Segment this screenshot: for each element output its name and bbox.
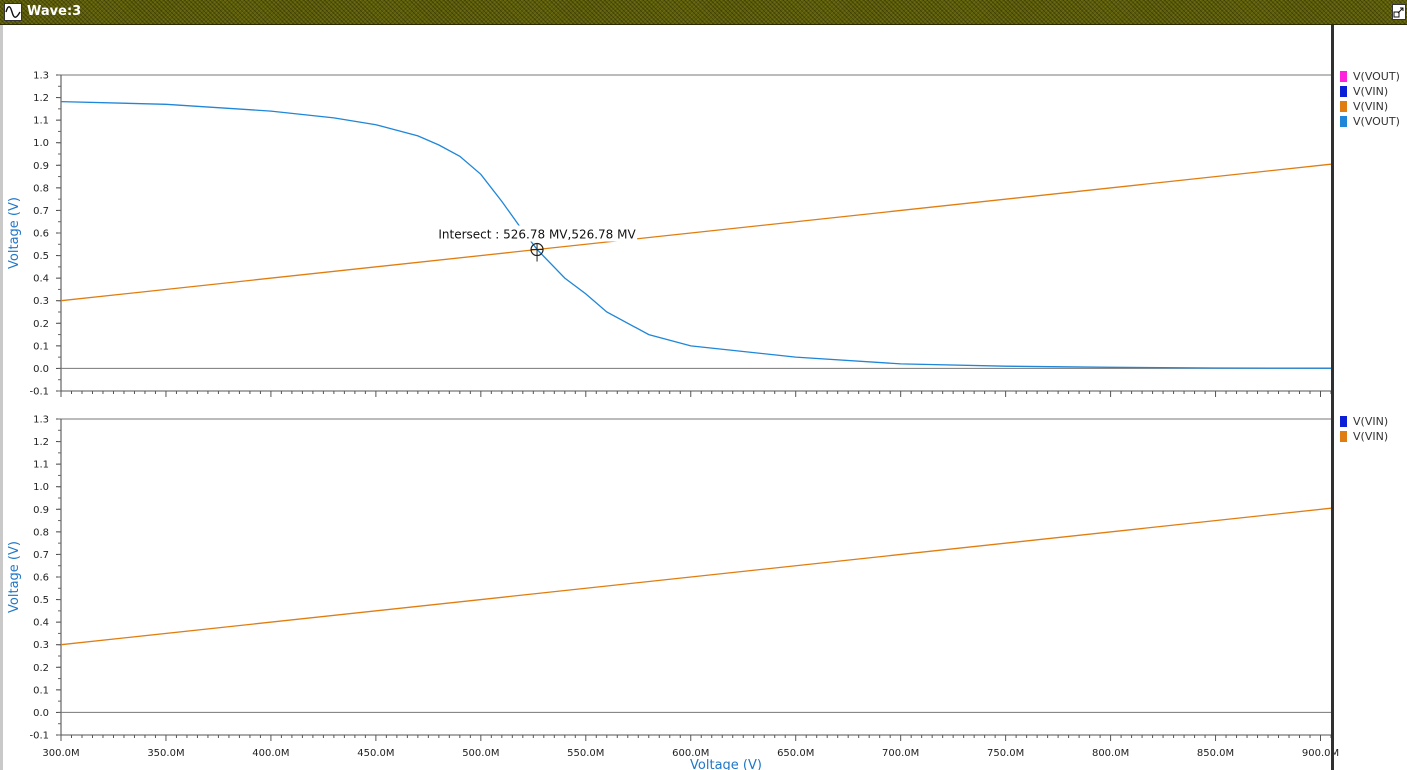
window-left-border [0,25,3,770]
y-tick-label: 0.3 [33,640,49,651]
series-vvout-line [60,100,1332,369]
y-tick-label: 1.3 [33,71,49,82]
y-tick-label: 0.7 [33,206,49,217]
y-tick-label: 0.9 [33,161,49,172]
legend-bottom-item[interactable]: V(VIN) [1340,414,1388,429]
y-tick-label: 1.0 [33,138,49,149]
y-tick-label: 0.5 [33,251,49,262]
legend-splitter[interactable] [1331,25,1334,770]
legend-swatch [1340,416,1347,427]
legend-bottom-item[interactable]: V(VIN) [1340,429,1388,444]
x-tick-label: 450.0M [357,748,394,759]
y-tick-label: 0.7 [33,550,49,561]
maximize-icon[interactable] [1392,4,1406,20]
legend-label: V(VIN) [1353,430,1389,443]
x-tick-label: 550.0M [567,748,604,759]
window-titlebar[interactable]: Wave:3 [0,0,1407,25]
chart-panel-1: -0.1 0.0 0.1 0.2 0.3 0.4 0.5 0.6 0.7 0.8 0.9 1.0 1.1… [7,71,1332,398]
series-vvin-line [60,507,1332,646]
legend-top-item[interactable]: V(VIN) [1340,84,1400,99]
legend-label: V(VIN) [1353,415,1389,428]
legend-top-item[interactable]: V(VOUT) [1340,114,1400,129]
y-tick-label: 0.1 [33,685,49,696]
y-tick-label: 1.0 [33,482,49,493]
annotation-background [437,225,638,242]
chart-panel-2: -0.1 0.0 0.1 0.2 0.3 0.4 0.5 0.6 0.7 0.8 0.9 1.0 1.1… [7,415,1339,770]
waveform-icon [4,3,22,21]
y-tick-label: 0.2 [33,663,49,674]
series-vvin-line [60,163,1332,302]
y-tick-label: 0.9 [33,505,49,516]
x-tick-label: 500.0M [462,748,499,759]
x-tick-label: 700.0M [882,748,919,759]
x-tick-label: 400.0M [252,748,289,759]
y-tick-label: 0.2 [33,319,49,330]
intersect-annotation: Intersect : 526.78 MV,526.78 MV [438,228,636,242]
x-axis-label: Voltage (V) [690,758,762,770]
window-title: Wave:3 [27,4,82,19]
legend-label: V(VIN) [1353,85,1389,98]
legend-label: V(VOUT) [1353,70,1400,83]
legend-bottom-panel: V(VIN) V(VIN) [1340,414,1388,444]
legend-top-item[interactable]: V(VIN) [1340,99,1400,114]
y-tick-label: -0.1 [29,387,49,398]
x-tick-label: 750.0M [987,748,1024,759]
legend-swatch [1340,431,1347,442]
legend-swatch [1340,86,1347,97]
x-tick-label: 600.0M [672,748,709,759]
legend-swatch [1340,101,1347,112]
y-tick-label: 0.4 [33,618,49,629]
y-axis-label: Voltage (V) [7,541,22,613]
legend-swatch [1340,116,1347,127]
y-tick-label: 1.2 [33,93,49,104]
y-tick-label: 0.4 [33,274,49,285]
x-tick-label: 850.0M [1197,748,1234,759]
y-tick-label: 1.1 [33,460,49,471]
y-tick-label: 1.1 [33,116,49,127]
y-tick-label: -0.1 [29,731,49,742]
y-tick-label: 1.2 [33,437,49,448]
legend-top-item[interactable]: V(VOUT) [1340,69,1400,84]
legend-top-panel: V(VOUT) V(VIN) V(VIN) V(VOUT) [1340,69,1400,129]
legend-label: V(VIN) [1353,100,1389,113]
y-tick-label: 0.8 [33,527,49,538]
legend-label: V(VOUT) [1353,115,1400,128]
x-tick-label: 900.0M [1302,748,1339,759]
y-tick-label: 1.3 [33,415,49,426]
y-tick-label: 0.6 [33,229,49,240]
legend-swatch [1340,71,1347,82]
y-axis-label: Voltage (V) [7,197,22,269]
y-tick-label: 0.5 [33,595,49,606]
x-tick-label: 650.0M [777,748,814,759]
x-tick-label: 800.0M [1092,748,1129,759]
y-tick-label: 0.1 [33,341,49,352]
y-tick-label: 0.6 [33,573,49,584]
y-tick-label: 0.0 [33,364,49,375]
y-tick-label: 0.3 [33,296,49,307]
x-tick-label: 300.0M [42,748,79,759]
y-tick-label: 0.0 [33,708,49,719]
y-tick-label: 0.8 [33,183,49,194]
x-tick-label: 350.0M [147,748,184,759]
